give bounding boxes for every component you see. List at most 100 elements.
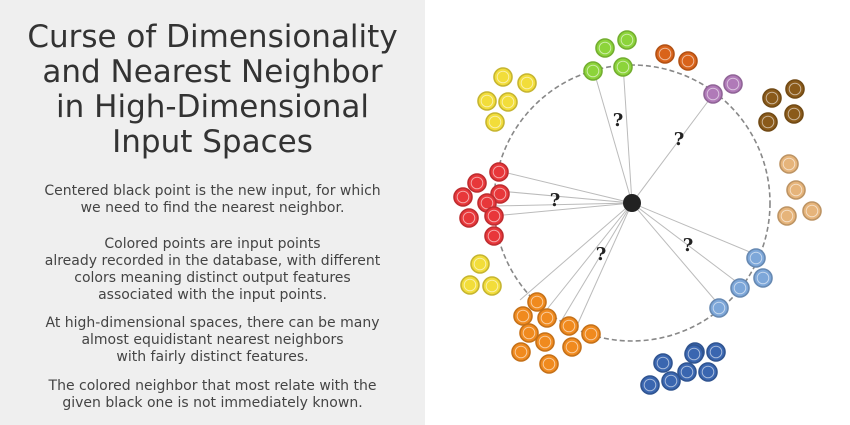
dark-blue-point xyxy=(684,344,704,364)
red-point-highlight xyxy=(493,187,507,201)
paragraph-line: with fairly distinct features. xyxy=(116,349,309,365)
orange-point xyxy=(513,306,533,326)
dark-orange-point-highlight xyxy=(681,54,695,68)
yellow-point xyxy=(470,254,490,274)
paragraph-line: At high-dimensional spaces, there can be… xyxy=(45,315,380,331)
tan-point-highlight xyxy=(780,209,794,223)
connector-line xyxy=(498,190,633,204)
question-mark: ? xyxy=(674,129,685,150)
orange-point-highlight xyxy=(516,309,530,323)
connector-line xyxy=(622,63,633,204)
paragraph-line: already recorded in the database, with d… xyxy=(44,253,381,269)
yellow-point xyxy=(517,73,537,93)
tan-point xyxy=(779,154,799,174)
tan-point-highlight xyxy=(782,157,796,171)
connector-line xyxy=(539,202,633,319)
explanation-panel: Curse of Dimensionality and Nearest Neig… xyxy=(0,0,425,425)
dark-blue-point xyxy=(698,362,718,382)
connector-line xyxy=(559,202,633,324)
title-line: in High-Dimensional xyxy=(56,89,369,125)
paragraph-line: Colored points are input points xyxy=(104,236,321,252)
brown-point-highlight xyxy=(788,82,802,96)
tan-point xyxy=(802,201,822,221)
dark-blue-point xyxy=(653,353,673,373)
orange-point-highlight xyxy=(540,311,554,325)
red-point xyxy=(484,226,504,246)
connector-line xyxy=(498,170,633,204)
green-point-highlight xyxy=(598,41,612,55)
yellow-point xyxy=(485,112,505,132)
green-point xyxy=(583,61,603,81)
orange-point xyxy=(535,332,555,352)
yellow-point-highlight xyxy=(520,76,534,90)
light-blue-point xyxy=(709,298,729,318)
green-point-highlight xyxy=(616,60,630,74)
orange-point-highlight xyxy=(522,326,536,340)
dark-blue-point-highlight xyxy=(709,345,723,359)
connector-line xyxy=(492,202,633,217)
yellow-point-highlight xyxy=(473,257,487,271)
yellow-point-highlight xyxy=(488,115,502,129)
yellow-point xyxy=(482,276,502,296)
question-mark: ? xyxy=(613,110,624,131)
dark-blue-point xyxy=(640,375,660,395)
orange-point-highlight xyxy=(542,357,556,371)
brown-point-highlight xyxy=(765,91,779,105)
paragraph-high-dimensional: At high-dimensional spaces, there can be… xyxy=(0,315,425,366)
green-point xyxy=(613,57,633,77)
question-mark: ? xyxy=(596,244,607,265)
paragraph-line: given black one is not immediately known… xyxy=(62,395,363,411)
dark-orange-point xyxy=(678,51,698,71)
paragraph-line: associated with the input points. xyxy=(98,287,327,303)
orange-point-highlight xyxy=(514,345,528,359)
connector-line xyxy=(631,202,758,256)
red-point-highlight xyxy=(470,176,484,190)
orange-point xyxy=(581,324,601,344)
yellow-point xyxy=(477,91,497,111)
orange-point xyxy=(559,316,579,336)
dark-blue-point-highlight xyxy=(687,347,701,361)
light-blue-point-highlight xyxy=(756,271,770,285)
light-blue-point-highlight xyxy=(749,251,763,265)
orange-point xyxy=(537,308,557,328)
red-point xyxy=(489,162,509,182)
connector-line xyxy=(519,202,633,301)
dark-blue-point-highlight xyxy=(643,378,657,392)
connector-line xyxy=(631,202,739,284)
dark-blue-point xyxy=(677,362,697,382)
yellow-point xyxy=(460,275,480,295)
orange-point xyxy=(562,337,582,357)
yellow-point-highlight xyxy=(496,70,510,84)
purple-point-highlight xyxy=(726,77,740,91)
title-line: Input Spaces xyxy=(112,124,313,160)
yellow-point xyxy=(493,67,513,87)
purple-point-highlight xyxy=(706,87,720,101)
connector-line xyxy=(574,202,633,331)
connector-line xyxy=(592,67,633,204)
dark-blue-point-highlight xyxy=(664,374,678,388)
connector-line xyxy=(631,202,721,307)
question-mark: ? xyxy=(550,190,561,211)
paragraph-line: Centered black point is the new input, f… xyxy=(44,183,381,199)
orange-point-highlight xyxy=(584,327,598,341)
purple-point xyxy=(703,84,723,104)
connector-line xyxy=(493,202,633,207)
dark-blue-point xyxy=(661,371,681,391)
brown-point xyxy=(785,79,805,99)
yellow-point-highlight xyxy=(485,279,499,293)
light-blue-point-highlight xyxy=(733,281,747,295)
neighbor-diagram: ????? xyxy=(425,0,850,425)
red-point-highlight xyxy=(480,196,494,210)
orange-point-highlight xyxy=(562,319,576,333)
red-point xyxy=(484,206,504,226)
purple-point xyxy=(723,74,743,94)
orange-point xyxy=(519,323,539,343)
light-blue-point xyxy=(730,278,750,298)
green-point xyxy=(595,38,615,58)
dark-orange-point xyxy=(655,44,675,64)
dark-blue-point-highlight xyxy=(701,365,715,379)
yellow-point-highlight xyxy=(501,95,515,109)
red-point xyxy=(467,173,487,193)
orange-point-highlight xyxy=(530,295,544,309)
orange-point xyxy=(539,354,559,374)
